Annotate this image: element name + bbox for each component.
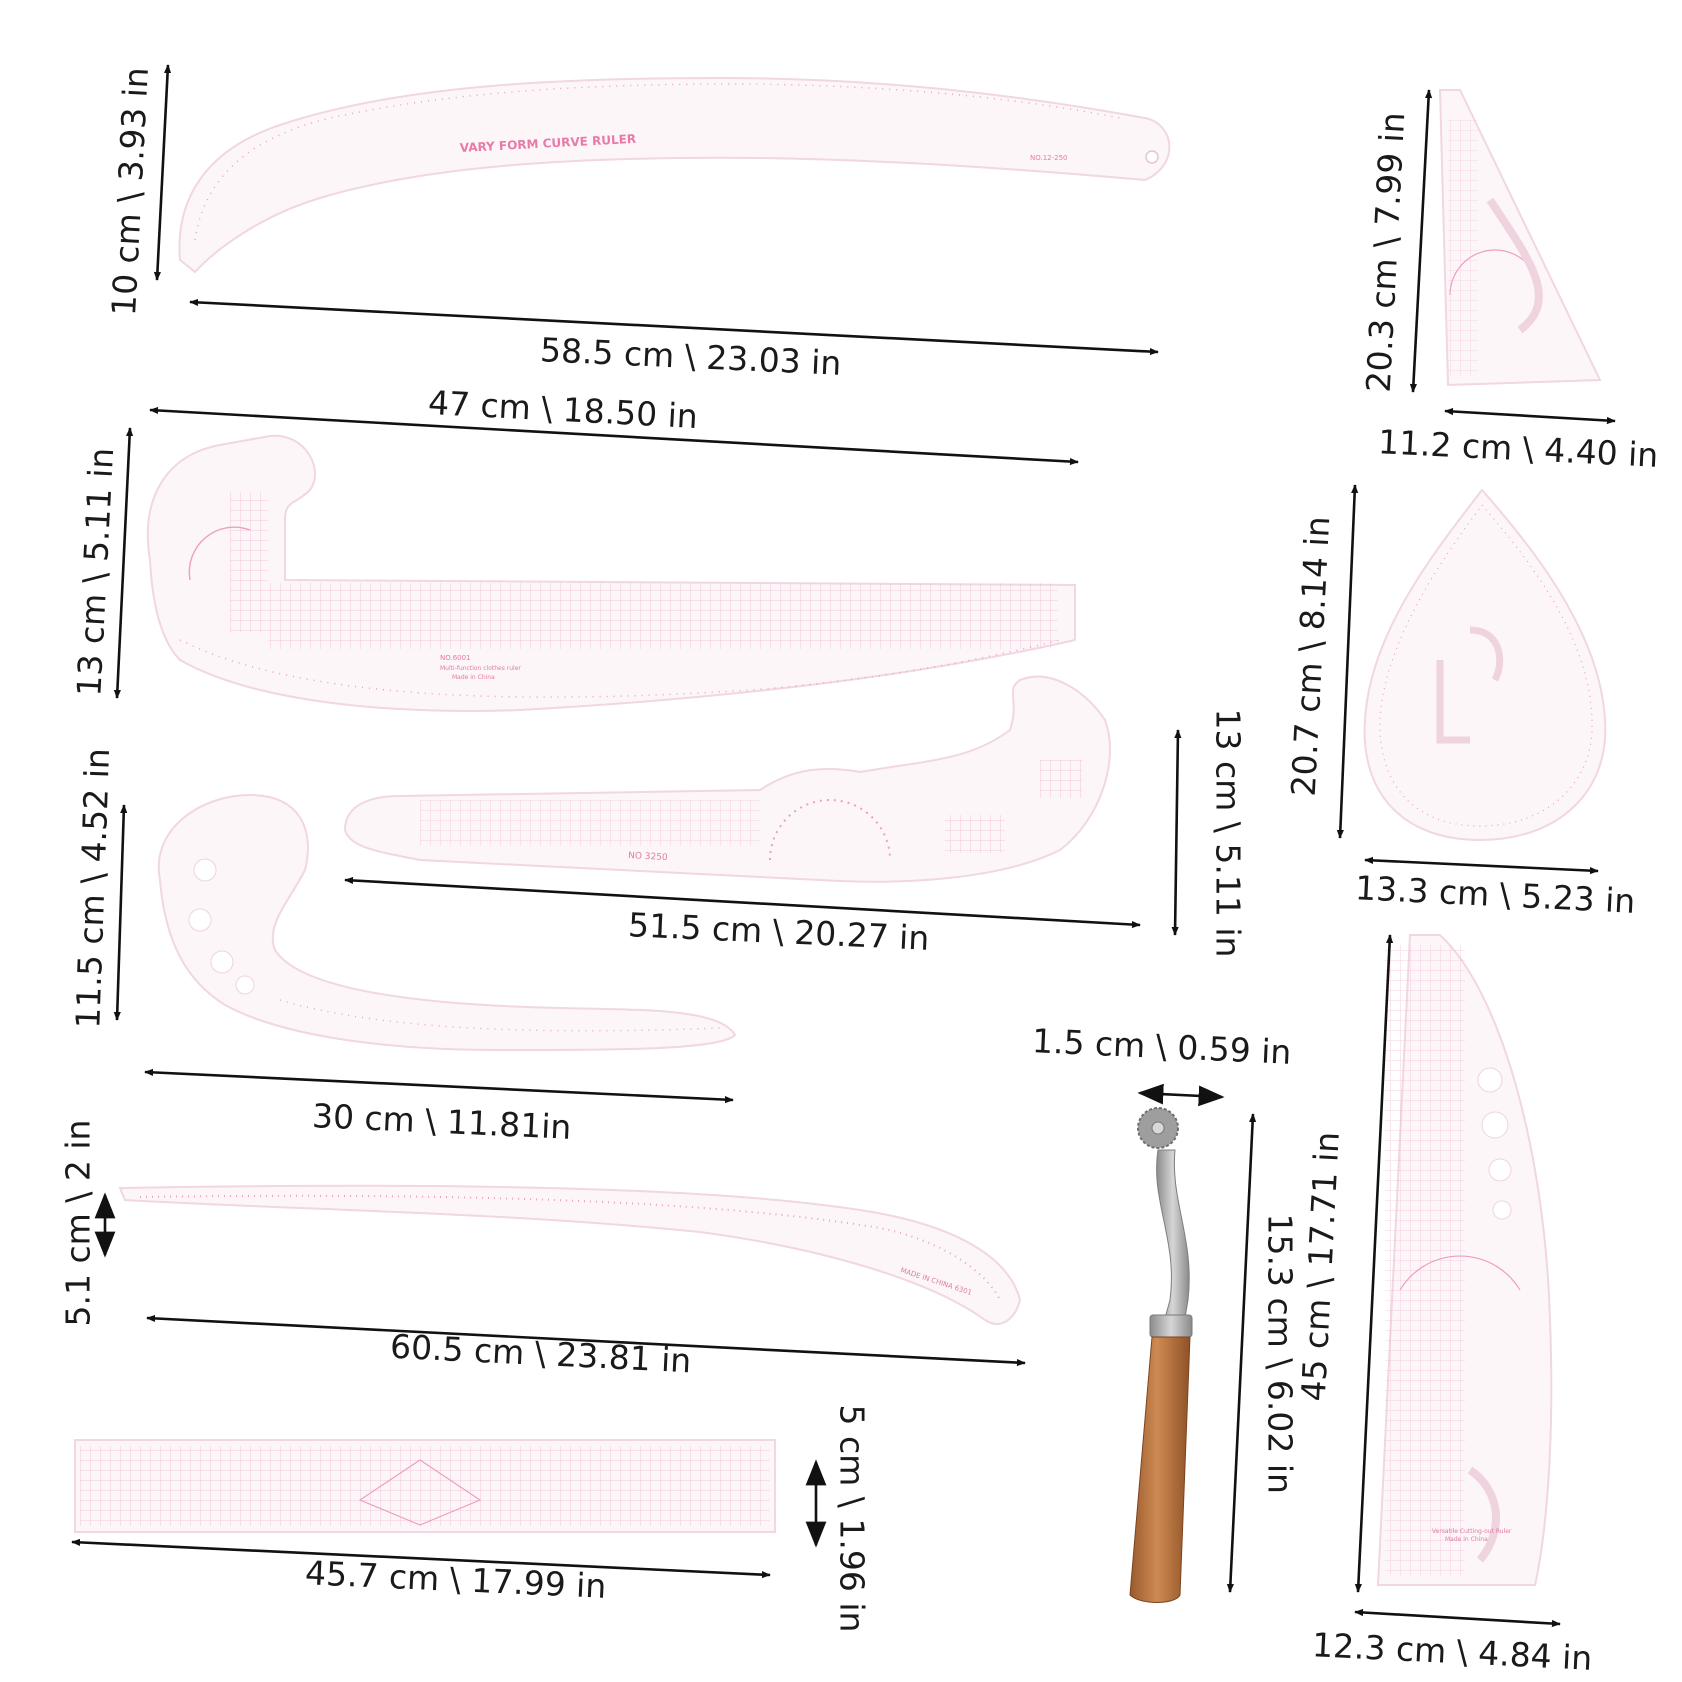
curve-3250-ruler: NO 3250 xyxy=(343,675,1111,883)
curve-3250-model: NO 3250 xyxy=(628,851,668,863)
dimension-arrows xyxy=(71,64,1616,1628)
teardrop-body xyxy=(1363,488,1607,842)
french-curve-body xyxy=(146,434,1076,712)
tracing-wheel-length-label: 15.3 cm \ 6.02 in xyxy=(1260,1213,1300,1494)
straight-ruler xyxy=(74,1439,776,1533)
hook-curve-body xyxy=(157,793,737,1052)
french-curve-ruler: NO.6001 Multi-function clothes ruler Mad… xyxy=(146,434,1076,712)
vary-form-curve-ruler: VARY FORM CURVE RULER NO.12-250 xyxy=(178,76,1171,274)
vary-form-ruler-body xyxy=(178,76,1171,274)
teardrop-ruler xyxy=(1363,488,1607,842)
hook-curve-ruler xyxy=(157,793,737,1052)
wooden-handle xyxy=(1129,1336,1191,1603)
curve-3250-height-label: 13 cm \ 5.11 in xyxy=(1208,708,1248,958)
hip-curve-ruler: MADE IN CHINA 6301 xyxy=(118,1184,1022,1325)
pattern-ruler-desc: Versatile Cutting-out Ruler xyxy=(1432,1528,1512,1535)
french-curve-desc: Multi-function clothes ruler xyxy=(440,665,521,672)
vary-form-model: NO.12-250 xyxy=(1030,154,1067,162)
french-curve-model: NO.6001 xyxy=(440,654,471,662)
hip-curve-body xyxy=(118,1184,1022,1325)
triangle-ruler xyxy=(1438,89,1602,387)
hook-curve-height-label: 11.5 cm \ 4.52 in xyxy=(68,747,118,1030)
french-curve-origin: Made in China xyxy=(452,674,495,681)
tracing-wheel xyxy=(1129,1107,1193,1603)
hip-curve-height-label: 5.1 cm \ 2 in xyxy=(58,1119,98,1327)
pattern-ruler-origin: Made in China xyxy=(1445,1536,1488,1543)
triangle-body xyxy=(1438,89,1602,387)
pattern-ruler: Versatile Cutting-out Ruler Made in Chin… xyxy=(1376,934,1553,1586)
straight-ruler-height-label: 5 cm \ 1.96 in xyxy=(832,1404,872,1633)
